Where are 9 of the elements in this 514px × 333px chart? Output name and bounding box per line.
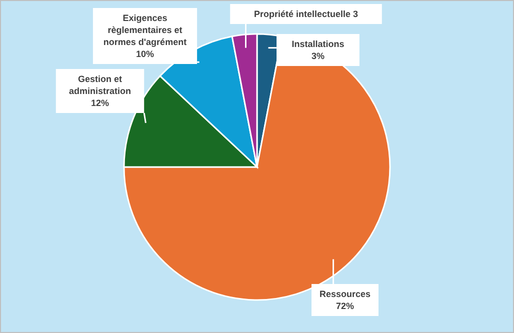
slice-label: Exigences règlementaires et normes d'agrément — [103, 13, 187, 47]
legend-label: Installations — [292, 39, 344, 49]
data-label: 3% — [311, 51, 325, 61]
slice-label: Ressources — [319, 289, 371, 299]
slice-label: Gestion et administration — [68, 74, 132, 96]
slice-label: Propriété intellectuelle 3 — [254, 9, 358, 19]
data-label: 72% — [336, 301, 354, 311]
data-label: 12% — [90, 98, 110, 108]
data-label: 10% — [136, 49, 154, 59]
